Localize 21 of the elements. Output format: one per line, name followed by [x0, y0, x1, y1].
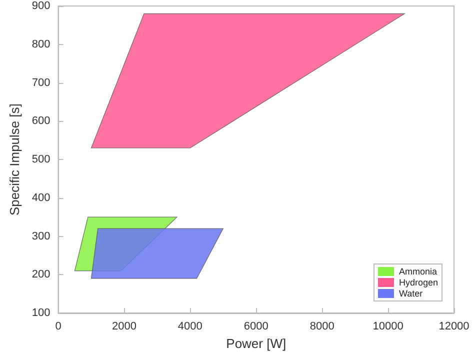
- x-tick-label: 2000: [112, 320, 136, 332]
- x-tick-label: 0: [55, 320, 62, 332]
- y-tick-label: 400: [32, 192, 50, 204]
- y-tick-label: 700: [32, 76, 50, 89]
- y-tick-label: 900: [32, 0, 50, 12]
- legend-label: Hydrogen: [398, 278, 438, 288]
- x-tick-label: 8000: [310, 320, 334, 332]
- y-tick-label: 300: [32, 230, 50, 242]
- y-tick-label: 800: [32, 38, 50, 50]
- y-tick-label: 600: [32, 115, 50, 128]
- x-tick-label: 6000: [244, 320, 268, 332]
- y-axis-title: Specific Impulse [s]: [7, 104, 22, 216]
- x-tick-label: 10000: [372, 320, 404, 332]
- legend-label: Ammonia: [398, 266, 437, 276]
- y-tick-label: 500: [32, 154, 50, 166]
- x-tick-label: 4000: [178, 320, 202, 332]
- y-tick-label: 200: [32, 268, 50, 281]
- x-axis-title: Power [W]: [226, 336, 286, 351]
- y-tick-label: 100: [32, 307, 50, 319]
- x-tick-label: 12000: [438, 320, 470, 332]
- legend-label: Water: [398, 288, 423, 298]
